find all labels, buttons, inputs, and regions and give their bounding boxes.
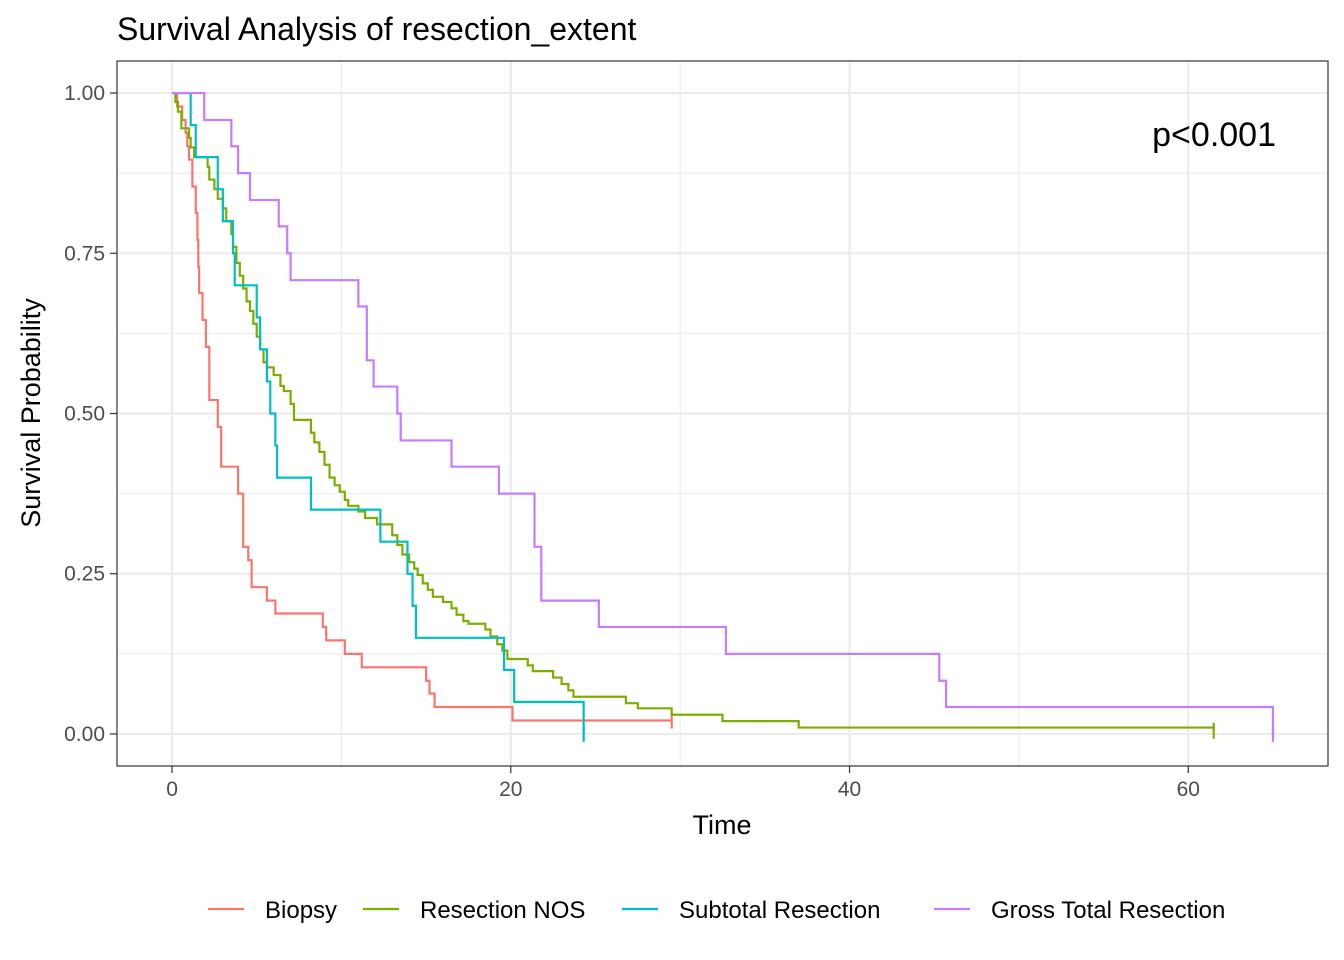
- y-tick-label: 0.00: [64, 723, 105, 746]
- curve-subtotal-resection: [172, 91, 585, 734]
- curve-resection-nos: [172, 91, 1215, 731]
- survival-curves: [172, 91, 1275, 742]
- chart-title: Survival Analysis of resection_extent: [117, 11, 636, 47]
- legend-label-biopsy: Biopsy: [265, 897, 337, 924]
- legend-label-resection-nos: Resection NOS: [420, 897, 585, 924]
- x-tick-label: 60: [1177, 778, 1200, 801]
- legend: Biopsy Resection NOS Subtotal Resection Gro…: [208, 897, 1225, 924]
- axis-ticks: [110, 92, 1189, 773]
- minor-gridlines: [117, 61, 1328, 766]
- curve-biopsy: [172, 91, 672, 722]
- p-value-annotation: p<0.001: [1152, 116, 1276, 154]
- y-tick-label: 0.50: [64, 403, 105, 426]
- tick-labels: 0 20 40 60 0.00 0.25 0.50 0.75 1.00: [64, 82, 1200, 801]
- y-tick-label: 0.25: [64, 563, 105, 586]
- y-tick-label: 0.75: [64, 242, 105, 265]
- x-tick-label: 20: [499, 778, 522, 801]
- y-axis-title: Survival Probability: [16, 298, 46, 528]
- major-gridlines: [117, 61, 1328, 766]
- x-tick-label: 0: [166, 778, 178, 801]
- legend-label-subtotal-resection: Subtotal Resection: [679, 897, 880, 924]
- x-axis-title: Time: [693, 810, 752, 840]
- y-tick-label: 1.00: [64, 82, 105, 105]
- x-tick-label: 40: [838, 778, 861, 801]
- curve-gross-total-resection: [172, 91, 1275, 734]
- legend-label-gross-total-resection: Gross Total Resection: [991, 897, 1225, 924]
